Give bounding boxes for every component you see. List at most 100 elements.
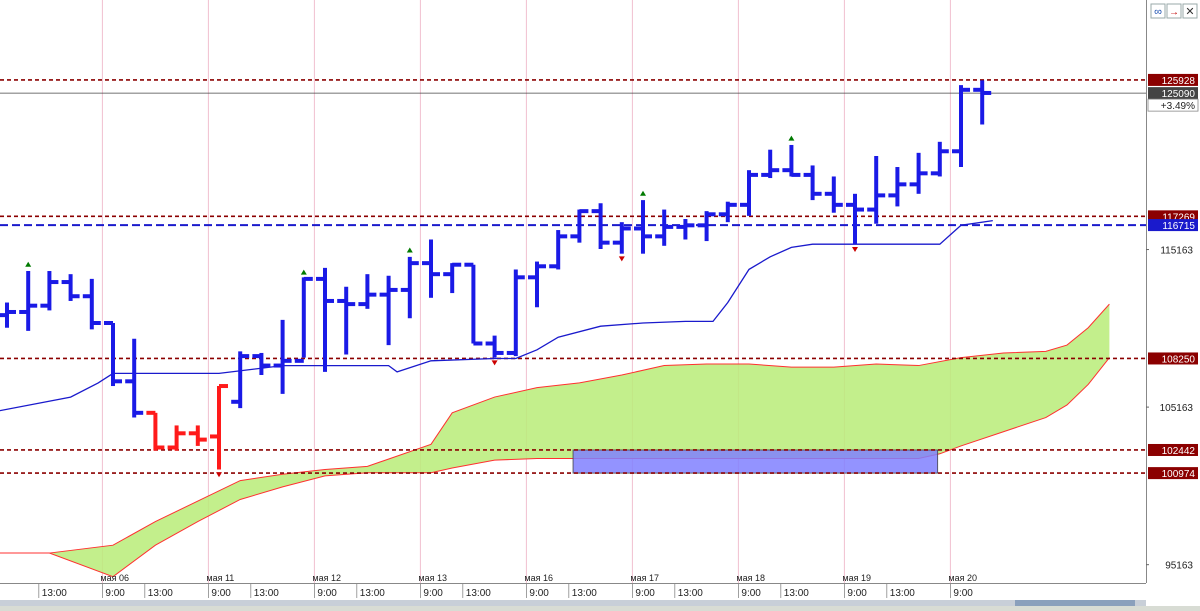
ohlc-bar[interactable]: [294, 276, 313, 363]
ohlc-bar[interactable]: [422, 239, 440, 298]
ohlc-bar[interactable]: [316, 267, 334, 372]
ohlc-bar[interactable]: [231, 351, 250, 409]
ohlc-bar[interactable]: [612, 222, 631, 254]
ohlc-bar[interactable]: [782, 144, 801, 177]
ohlc-bar[interactable]: [188, 425, 207, 446]
x-time-label: 9:00: [847, 588, 867, 599]
ohlc-bar[interactable]: [125, 338, 144, 418]
ohlc-bar[interactable]: [358, 274, 377, 309]
level-price-label: 117269: [1162, 212, 1195, 223]
x-time-label: 13:00: [678, 588, 703, 599]
fractal-up-marker: [406, 247, 413, 253]
plot-area[interactable]: [0, 0, 1146, 583]
ohlc-bar[interactable]: [740, 170, 758, 216]
ohlc-bar[interactable]: [82, 278, 101, 330]
x-time-label: 9:00: [953, 588, 973, 599]
ohlc-bar[interactable]: [761, 149, 780, 179]
x-time-label: 13:00: [254, 588, 279, 599]
ohlc-bar[interactable]: [570, 209, 589, 243]
fractal-up-marker: [788, 135, 795, 141]
last-price-label: 125090: [1162, 89, 1196, 100]
ohlc-bar[interactable]: [252, 352, 271, 376]
ohlc-bar[interactable]: [400, 256, 419, 319]
level-price-tag: [1148, 73, 1198, 86]
ohlc-bar[interactable]: [104, 321, 122, 387]
fractal-down-marker: [491, 360, 498, 366]
x-time-label: 9:00: [741, 588, 761, 599]
level-price-label: 102442: [1162, 446, 1196, 457]
level-price-label: 100974: [1162, 469, 1196, 480]
ohlc-bar[interactable]: [0, 302, 16, 328]
highlight-zone: [572, 449, 939, 474]
fractal-down-marker: [618, 256, 625, 262]
scrollbar-thumb[interactable]: [1015, 600, 1135, 606]
ohlc-bar[interactable]: [443, 262, 462, 294]
y-tick-label: 105163: [1160, 403, 1194, 414]
y-tick-label: 95163: [1165, 561, 1193, 572]
ohlc-bar[interactable]: [146, 410, 165, 451]
fractal-up-marker: [25, 261, 32, 267]
ohlc-bar[interactable]: [549, 230, 568, 270]
ohlc-bar[interactable]: [718, 201, 737, 223]
fractal-up-marker: [640, 190, 646, 196]
x-date-label: мая 12: [312, 573, 341, 583]
x-time-label: 9:00: [635, 588, 655, 599]
close-arrow-icon: →: [1169, 7, 1179, 18]
ohlc-bar[interactable]: [528, 261, 546, 308]
ohlc-bar[interactable]: [210, 384, 228, 470]
ohlc-bar[interactable]: [634, 200, 652, 254]
ohlc-bar[interactable]: [909, 152, 928, 194]
x-date-label: мая 16: [524, 573, 553, 583]
ohlc-bar[interactable]: [697, 211, 716, 242]
close-button[interactable]: [1182, 3, 1198, 19]
ohlc-bar[interactable]: [273, 319, 292, 394]
x-time-label: 13:00: [784, 588, 809, 599]
x-time-label: 13:00: [466, 588, 491, 599]
link-button[interactable]: [1150, 3, 1166, 19]
ohlc-bar[interactable]: [61, 274, 80, 301]
link-icon: ∞: [1154, 6, 1162, 18]
close-arrow-button[interactable]: [1166, 3, 1182, 19]
fractal-down-marker: [852, 246, 858, 252]
x-date-label: мая 20: [948, 573, 977, 583]
x-date-label: мая 11: [206, 573, 234, 583]
x-time-label: 13:00: [572, 588, 597, 599]
ohlc-bar[interactable]: [591, 203, 610, 249]
level-price-tag: [1148, 219, 1198, 232]
ohlc-bar[interactable]: [506, 269, 525, 357]
fractal-up-marker: [300, 269, 307, 275]
ohlc-bar[interactable]: [655, 209, 674, 246]
ohlc-bar[interactable]: [40, 271, 59, 311]
last-price-tag: [1148, 87, 1198, 100]
ohlc-bar[interactable]: [952, 85, 970, 168]
ohlc-bar[interactable]: [888, 167, 907, 207]
ohlc-bar[interactable]: [337, 286, 356, 355]
ohlc-bar[interactable]: [846, 193, 864, 245]
x-time-label: 9:00: [317, 588, 337, 599]
ohlc-bar[interactable]: [379, 275, 398, 346]
x-date-label: мая 19: [842, 573, 871, 583]
x-date-label: мая 06: [100, 573, 129, 583]
y-tick-label: 115163: [1160, 246, 1193, 257]
ohlc-bar[interactable]: [19, 271, 38, 331]
fractal-down-marker: [216, 472, 222, 478]
x-time-label: 13:00: [148, 588, 173, 599]
x-time-label: 9:00: [211, 588, 231, 599]
ohlc-bar[interactable]: [464, 262, 483, 346]
ohlc-bar[interactable]: [824, 176, 843, 213]
ohlc-bar[interactable]: [867, 155, 886, 224]
change-percent-label: +3.49%: [1161, 101, 1195, 112]
cloud-upper-edge: [0, 303, 1110, 554]
ohlc-bar[interactable]: [803, 165, 822, 201]
ohlc-bar[interactable]: [973, 80, 992, 125]
ohlc-bar[interactable]: [167, 425, 186, 451]
ichimoku-cloud: [0, 304, 1110, 577]
ohlc-bar[interactable]: [930, 141, 949, 177]
ohlc-bar[interactable]: [676, 219, 695, 240]
x-time-label: 9:00: [105, 588, 125, 599]
x-time-label: 13:00: [42, 588, 67, 599]
ohlc-bar[interactable]: [485, 335, 504, 358]
scrollbar-track[interactable]: [0, 600, 1146, 606]
